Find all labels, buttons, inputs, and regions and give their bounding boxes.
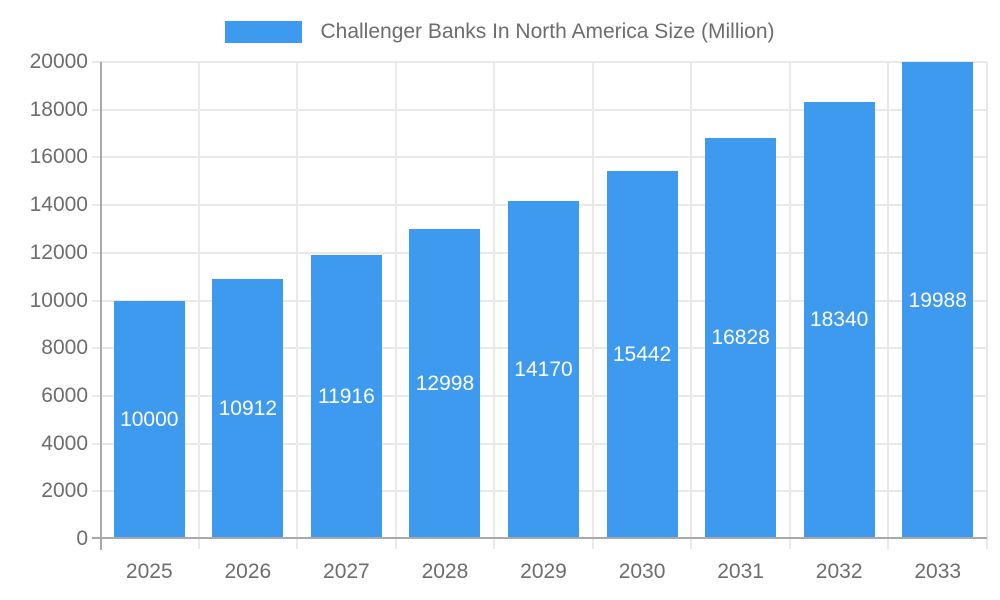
y-axis-tick-label: 16000 [29, 145, 88, 169]
x-axis-tick-label: 2032 [815, 560, 863, 583]
plot-area: 10000 10912 11916 12998 14170 15442 16828 18340… [92, 61, 988, 550]
bar: 11916 [310, 254, 382, 539]
bar: 10912 [212, 278, 284, 539]
y-axis-tick-label: 4000 [41, 431, 88, 455]
bar: 12998 [409, 228, 481, 539]
y-axis-tick-label: 6000 [41, 383, 88, 407]
bar: 14170 [508, 201, 579, 539]
bar-value-label: 19988 [908, 288, 967, 312]
gridline-horizontal [92, 108, 987, 111]
y-axis-tick-label: 0 [76, 527, 88, 550]
x-axis-tick-label: 2027 [323, 560, 370, 583]
gridline-vertical [690, 62, 693, 549]
y-axis-tick-label: 8000 [41, 336, 88, 360]
y-axis-tick-label: 18000 [29, 97, 88, 121]
y-axis-tick-label: 12000 [29, 240, 88, 264]
bar: 15442 [606, 170, 678, 539]
bar-value-label: 10912 [218, 396, 278, 420]
bar-value-label: 12998 [415, 371, 475, 395]
bar: 10000 [113, 300, 185, 539]
gridline-vertical [197, 62, 200, 549]
legend-item[interactable]: Challenger Banks In North America Size (… [225, 20, 775, 44]
bar-value-label: 14170 [514, 358, 573, 381]
legend-swatch [225, 21, 303, 43]
bar-value-label: 15442 [612, 342, 672, 366]
gridline-vertical [394, 62, 397, 549]
x-axis-tick-label: 2033 [914, 560, 962, 583]
gridline-horizontal [92, 156, 987, 159]
x-axis-tick-label: 2031 [717, 560, 764, 583]
gridline-horizontal [92, 61, 987, 63]
bar-value-label: 16828 [711, 326, 770, 350]
y-axis-line [100, 62, 102, 550]
legend: Challenger Banks In North America Size (… [0, 20, 1000, 44]
x-axis-tick-label: 2030 [618, 560, 666, 583]
x-axis-tick-label: 2026 [224, 560, 272, 583]
x-axis-labels: 2025 2026 2027 2028 2029 2030 2031 2032 2033 [100, 554, 987, 590]
y-axis-tick-label: 2000 [41, 479, 88, 503]
gridline-vertical [887, 62, 890, 549]
y-axis-tick-label: 10000 [29, 288, 88, 312]
x-axis-tick-label: 2029 [520, 560, 567, 583]
bar: 16828 [705, 137, 777, 539]
y-axis-tick-label: 20000 [29, 50, 88, 73]
bar: 19988 [902, 62, 974, 539]
bar-value-label: 18340 [809, 308, 869, 332]
gridline-vertical [788, 62, 791, 549]
x-axis-line [92, 537, 987, 539]
gridline-vertical [591, 62, 594, 549]
gridline-vertical [986, 62, 988, 549]
y-axis-labels: 0 2000 4000 6000 8000 10000 12000 14000 16000 180… [0, 50, 88, 550]
x-axis-tick-label: 2025 [125, 560, 173, 583]
bar: 18340 [803, 101, 875, 539]
y-axis-tick-label: 14000 [29, 193, 88, 217]
chart-title: Challenger Banks In North America Size (… [320, 20, 775, 43]
bar-value-label: 11916 [317, 384, 375, 408]
x-axis-tick-label: 2028 [421, 560, 469, 583]
gridline-vertical [296, 62, 299, 549]
gridline-vertical [493, 62, 496, 549]
bar-value-label: 10000 [120, 407, 179, 431]
